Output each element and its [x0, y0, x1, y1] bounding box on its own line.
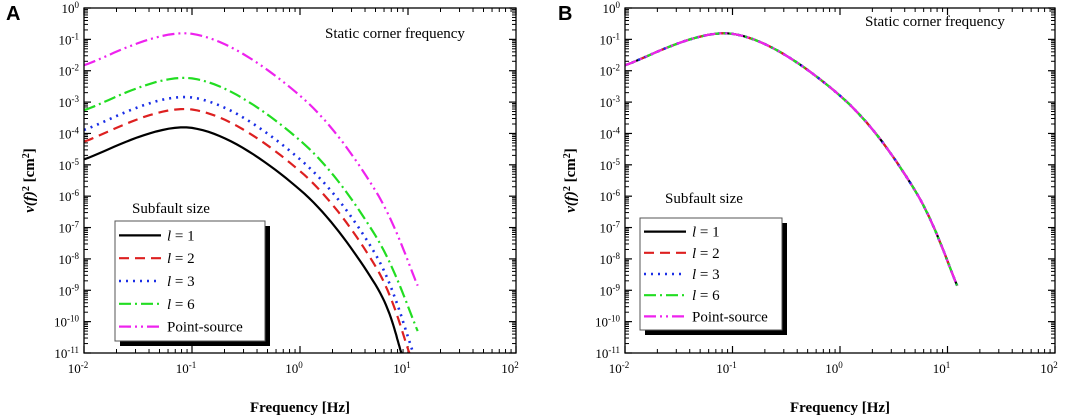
- legend-title: Subfault size: [132, 201, 210, 217]
- y-tick-label: 10-8: [600, 251, 621, 267]
- legend-box: [639, 217, 783, 331]
- x-tick-label: 100: [825, 360, 843, 376]
- y-tick-label: 10-9: [59, 282, 80, 298]
- x-tick-label: 10-1: [176, 360, 197, 376]
- series-line-point-source: [624, 32, 959, 287]
- y-tick-label: 10-5: [600, 157, 621, 173]
- plot-frame: [624, 7, 1056, 354]
- y-tick-label: 10-9: [600, 282, 621, 298]
- chart-panel-b: 10-2 10-1 100 101 102 100 10-1 10-2 10-3 10-4 10-5…: [562, 0, 1058, 416]
- y-tick-label: 10-7: [600, 220, 621, 236]
- x-tick-label: 102: [501, 360, 519, 376]
- legend-entry-label: l = 2: [167, 251, 195, 267]
- x-tick-label: 10-1: [716, 360, 737, 376]
- y-axis-title: v(f)2 [cm2]: [562, 148, 580, 213]
- y-tick-label: 10-3: [600, 94, 621, 110]
- y-tick-label: 10-2: [600, 63, 621, 79]
- y-tick-label: 10-10: [54, 314, 79, 330]
- series-line-l-3: [83, 95, 415, 354]
- y-tick-label: 10-1: [59, 31, 80, 47]
- x-tick-label: 102: [1040, 360, 1058, 376]
- y-tick-label: 10-3: [59, 94, 80, 110]
- y-tick-label: 10-11: [595, 345, 620, 361]
- y-tick-label: 10-6: [59, 188, 80, 204]
- annotation-static-corner-frequency: Static corner frequency: [865, 14, 1005, 30]
- legend-title: Subfault size: [665, 191, 743, 207]
- x-tick-label: 10-2: [609, 360, 630, 376]
- x-tick-label: 10-2: [68, 360, 89, 376]
- y-tick-label: 10-2: [59, 63, 80, 79]
- series-line-l-2: [83, 107, 411, 354]
- legend-entry-label: l = 1: [167, 228, 195, 244]
- legend-entry-label: l = 3: [167, 274, 195, 290]
- y-axis-title: v(f)2 [cm2]: [21, 148, 39, 213]
- series-line-point-source: [83, 32, 419, 287]
- y-tick-label: 10-5: [59, 157, 80, 173]
- y-tick-label: 10-7: [59, 220, 80, 236]
- plot-frame: [83, 7, 517, 354]
- chart-panel-a: 10-2 10-1 100 101 102 100 10-1 10-2 10-3 10-4 10-5…: [21, 0, 519, 416]
- y-tick-label: 100: [603, 0, 621, 16]
- panel-label-b: B: [558, 3, 572, 25]
- y-tick-label: 10-4: [59, 125, 80, 141]
- y-tick-label: 10-10: [595, 314, 620, 330]
- x-tick-label: 100: [285, 360, 303, 376]
- y-tick-label: 10-4: [600, 125, 621, 141]
- legend-entry-label: l = 6: [167, 297, 195, 313]
- series-line-l-1: [83, 126, 403, 354]
- series-line-l-6: [83, 76, 419, 332]
- x-axis-title: Frequency [Hz]: [250, 400, 350, 416]
- y-tick-label: 100: [62, 0, 80, 16]
- legend-entry-label: l = 2: [692, 246, 720, 262]
- x-tick-label: 101: [933, 360, 951, 376]
- y-tick-label: 10-6: [600, 188, 621, 204]
- legend-entry-label: l = 6: [692, 288, 720, 304]
- y-tick-label: 10-8: [59, 251, 80, 267]
- y-tick-label: 10-1: [600, 31, 621, 47]
- legend-entry-label: l = 1: [692, 225, 720, 241]
- panel-label-a: A: [6, 3, 20, 25]
- x-axis-title: Frequency [Hz]: [790, 400, 890, 416]
- annotation-static-corner-frequency: Static corner frequency: [325, 26, 465, 42]
- legend-entry-label: Point-source: [692, 309, 768, 325]
- legend-entry-label: l = 3: [692, 267, 720, 283]
- x-tick-label: 101: [393, 360, 411, 376]
- legend-entry-label: Point-source: [167, 320, 243, 336]
- y-tick-label: 10-11: [54, 345, 79, 361]
